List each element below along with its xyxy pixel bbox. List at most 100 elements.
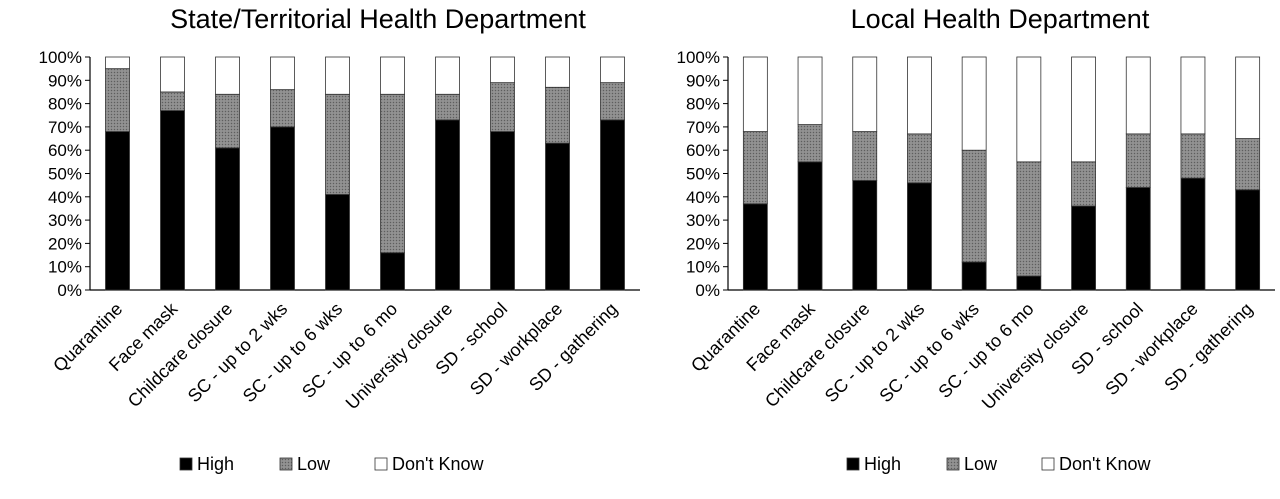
chart-title: State/Territorial Health Department (170, 4, 586, 34)
bar-low-sc-up-to-6-wks (325, 93, 350, 195)
bar-low-sd-school (1125, 133, 1151, 188)
y-tick-label: 10% (686, 258, 720, 277)
legend-label-don-t-know: Don't Know (1059, 454, 1151, 474)
x-tick-label: SD - workplace (1101, 299, 1201, 399)
bar-don-t-know-face-mask (797, 56, 823, 125)
y-tick-label: 50% (48, 165, 82, 184)
bar-don-t-know-quarantine (742, 56, 768, 132)
legend-label-low: Low (297, 454, 331, 474)
legend-swatch-don-t-know (374, 457, 388, 471)
bar-low-sc-up-to-6-mo (380, 93, 405, 254)
bar-low-sd-gathering (600, 82, 625, 121)
x-tick-label: SC - up to 6 mo (934, 299, 1037, 402)
y-tick-label: 40% (48, 188, 82, 207)
bar-low-quarantine (105, 68, 130, 132)
y-tick-label: 50% (686, 165, 720, 184)
bar-don-t-know-sc-up-to-6-wks (325, 56, 350, 95)
y-tick-label: 80% (48, 95, 82, 114)
bar-low-sd-school (490, 82, 515, 132)
y-tick-label: 100% (677, 48, 720, 67)
legend-swatch-high (179, 457, 193, 471)
bar-don-t-know-face-mask (160, 56, 185, 93)
chart-title: Local Health Department (851, 4, 1150, 34)
bar-high-face-mask (797, 161, 823, 291)
y-tick-label: 10% (48, 258, 82, 277)
bar-high-sd-workplace (1180, 177, 1206, 291)
x-tick-label: SC - up to 6 wks (875, 299, 983, 407)
bar-low-sc-up-to-6-wks (961, 149, 987, 263)
bar-low-face-mask (797, 124, 823, 163)
legend-label-low: Low (964, 454, 998, 474)
y-tick-label: 0% (57, 281, 82, 300)
bar-low-sd-workplace (1180, 133, 1206, 179)
bar-low-university-closure (435, 93, 460, 121)
bar-don-t-know-sd-school (490, 56, 515, 84)
bar-don-t-know-sd-gathering (1235, 56, 1261, 139)
y-tick-label: 30% (48, 211, 82, 230)
legend-swatch-low (279, 457, 293, 471)
bar-high-sd-workplace (545, 142, 570, 291)
legend-swatch-high (846, 457, 860, 471)
state-territorial-chart: State/Territorial Health Department 0% 10%… (39, 4, 640, 474)
y-tick-label: 100% (39, 48, 82, 67)
bar-don-t-know-sc-up-to-6-mo (1016, 56, 1042, 163)
x-tick-label: Childcare closure (124, 299, 236, 411)
y-tick-label: 70% (48, 118, 82, 137)
bar-high-sd-gathering (1235, 189, 1261, 291)
y-tick-label: 30% (686, 211, 720, 230)
bar-don-t-know-sc-up-to-2-wks (907, 56, 932, 135)
y-tick-label: 20% (686, 234, 720, 253)
bar-don-t-know-sd-school (1125, 56, 1151, 135)
y-tick-label: 40% (686, 188, 720, 207)
bar-high-sd-school (490, 131, 515, 291)
bar-low-face-mask (160, 91, 185, 111)
bar-low-childcare-closure (215, 93, 240, 149)
bar-don-t-know-childcare-closure (215, 56, 240, 95)
bar-low-sc-up-to-6-mo (1016, 161, 1042, 277)
bar-high-sc-up-to-6-wks (961, 261, 987, 291)
y-tick-label: 60% (686, 141, 720, 160)
y-tick-label: 90% (686, 71, 720, 90)
x-tick-label: SC - up to 2 wks (821, 299, 929, 407)
bar-don-t-know-university-closure (435, 56, 460, 95)
bar-don-t-know-sd-workplace (545, 56, 570, 88)
bar-don-t-know-university-closure (1071, 56, 1096, 163)
legend-label-high: High (864, 454, 901, 474)
bar-don-t-know-quarantine (105, 56, 130, 70)
bar-high-sc-up-to-6-wks (325, 194, 350, 291)
bar-high-sd-gathering (600, 119, 625, 291)
bar-low-sc-up-to-2-wks (907, 133, 932, 184)
y-tick-label: 0% (695, 281, 720, 300)
bar-high-university-closure (1071, 205, 1096, 291)
bar-high-sc-up-to-2-wks (907, 182, 932, 291)
bar-don-t-know-sd-gathering (600, 56, 625, 84)
y-tick-label: 60% (48, 141, 82, 160)
bar-low-sc-up-to-2-wks (270, 89, 295, 128)
bar-high-sc-up-to-6-mo (1016, 275, 1042, 291)
bar-high-face-mask (160, 110, 185, 291)
y-tick-label: 90% (48, 71, 82, 90)
bar-don-t-know-childcare-closure (852, 56, 878, 132)
bar-high-sd-school (1125, 187, 1151, 291)
bar-don-t-know-sd-workplace (1180, 56, 1206, 135)
bar-high-quarantine (742, 203, 768, 291)
x-tick-label: SC - up to 6 wks (239, 299, 347, 407)
bar-high-university-closure (435, 119, 460, 291)
bar-high-quarantine (105, 131, 130, 291)
bar-low-sd-workplace (545, 86, 570, 144)
bar-high-sc-up-to-6-mo (380, 252, 405, 291)
bar-low-university-closure (1071, 161, 1096, 207)
x-tick-label: SC - up to 6 mo (298, 299, 401, 402)
bar-don-t-know-sc-up-to-6-wks (961, 56, 987, 151)
x-tick-label: SC - up to 2 wks (184, 299, 292, 407)
legend-swatch-low (946, 457, 960, 471)
y-tick-label: 70% (686, 118, 720, 137)
bar-low-childcare-closure (852, 131, 878, 181)
bar-low-sd-gathering (1235, 138, 1261, 191)
y-tick-label: 80% (686, 95, 720, 114)
bar-don-t-know-sc-up-to-2-wks (270, 56, 295, 91)
local-chart: Local Health Department 0% 10% 20% 30% 40% 50%… (677, 4, 1275, 474)
legend-label-high: High (197, 454, 234, 474)
